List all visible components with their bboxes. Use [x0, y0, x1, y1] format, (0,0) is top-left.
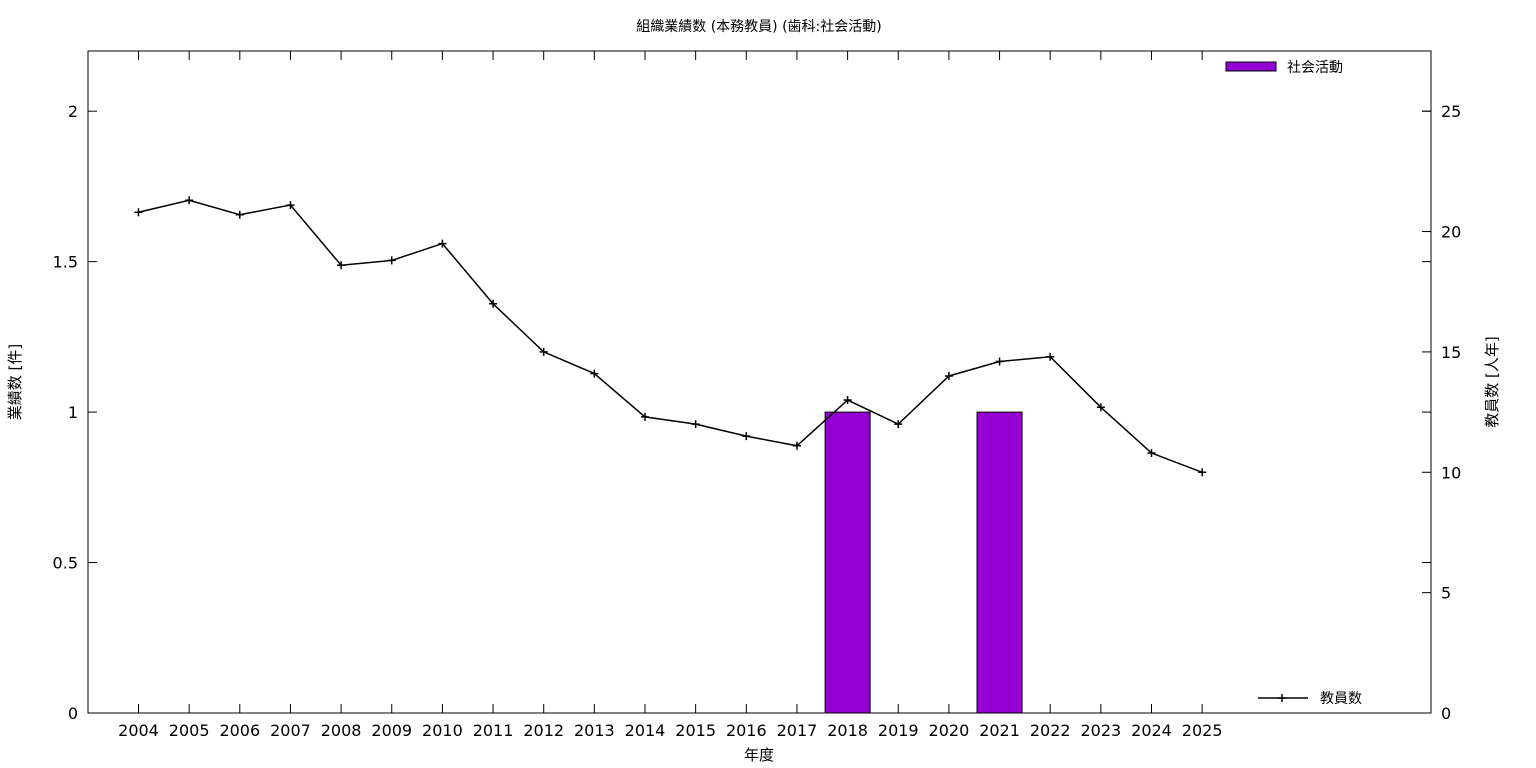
point-marker [134, 208, 143, 217]
y-tick-label: 0.5 [53, 554, 78, 573]
chart-title: 組織業績数 (本務教員) (歯科:社会活動) [636, 19, 881, 35]
x-tick-label: 2006 [219, 721, 260, 740]
x-axis: 2004 2005 2006 2007 2008 2009 2010 2011 2012 2013… [118, 51, 1223, 740]
x-tick-label: 2017 [777, 721, 818, 740]
x-tick-label: 2025 [1182, 721, 1223, 740]
point-marker [1147, 449, 1156, 458]
x-tick-label: 2016 [726, 721, 767, 740]
plot-area [87, 50, 1432, 714]
x-tick-label: 2024 [1131, 721, 1172, 740]
point-marker [1096, 403, 1105, 412]
y2-tick-label: 5 [1441, 584, 1451, 603]
y2-axis: 0 5 10 15 20 25 [1422, 102, 1461, 723]
x-tick-label: 2021 [979, 721, 1020, 740]
y2-tick-label: 15 [1441, 343, 1461, 362]
bar [976, 411, 1023, 714]
x-tick-label: 2015 [675, 721, 716, 740]
point-marker [590, 369, 599, 378]
y2-axis-label: 教員数 [人年] [1483, 336, 1501, 427]
point-marker [742, 432, 751, 441]
point-marker [235, 210, 244, 219]
x-tick-label: 2004 [118, 721, 159, 740]
legend-bar-swatch [1225, 61, 1277, 72]
bar [824, 411, 871, 714]
point-marker [286, 201, 295, 210]
legend-bar-label: 社会活動 [1287, 60, 1343, 76]
y2-tick-label: 0 [1441, 704, 1451, 723]
x-axis-label: 年度 [744, 746, 774, 764]
x-tick-label: 2022 [1030, 721, 1071, 740]
legend-line-marker [1278, 694, 1286, 702]
point-marker [489, 299, 498, 308]
x-tick-label: 2011 [473, 721, 514, 740]
series-line [138, 199, 1203, 473]
x-tick-label: 2009 [371, 721, 412, 740]
y-tick-label: 1.5 [53, 253, 78, 272]
y-axis: 0 0.5 1 1.5 2 [53, 102, 1431, 723]
legend-bar: 社会活動 [1225, 60, 1343, 76]
point-marker [539, 347, 548, 356]
y2-tick-label: 25 [1441, 102, 1461, 121]
x-tick-label: 2012 [523, 721, 564, 740]
x-tick-label: 2018 [827, 721, 868, 740]
legend-line: 教員数 [1258, 691, 1362, 707]
y-tick-label: 0 [68, 704, 78, 723]
point-marker [995, 357, 1004, 366]
y-axis-label: 業績数 [件] [6, 344, 24, 420]
point-marker [691, 420, 700, 429]
legend-line-label: 教員数 [1320, 691, 1362, 707]
x-tick-label: 2019 [878, 721, 919, 740]
x-tick-label: 2005 [169, 721, 210, 740]
y-tick-label: 2 [68, 102, 78, 121]
point-marker [185, 196, 194, 205]
x-tick-label: 2023 [1080, 721, 1121, 740]
point-marker [792, 441, 801, 450]
point-marker [1198, 468, 1207, 477]
x-tick-label: 2020 [929, 721, 970, 740]
line-series [134, 196, 1207, 477]
point-marker [641, 412, 649, 421]
y-tick-label: 1 [68, 403, 78, 422]
x-tick-label: 2010 [422, 721, 463, 740]
point-marker [843, 396, 852, 405]
bar-series [824, 411, 1023, 714]
point-marker [337, 261, 346, 270]
point-marker [438, 239, 447, 248]
point-marker [894, 420, 903, 429]
x-tick-label: 2014 [625, 721, 666, 740]
x-tick-label: 2008 [321, 721, 362, 740]
point-marker [387, 256, 396, 265]
point-marker [944, 371, 953, 380]
x-tick-label: 2013 [574, 721, 615, 740]
y2-tick-label: 20 [1441, 223, 1461, 242]
x-tick-label: 2007 [270, 721, 311, 740]
y2-tick-label: 10 [1441, 463, 1461, 482]
point-marker [1046, 352, 1055, 361]
